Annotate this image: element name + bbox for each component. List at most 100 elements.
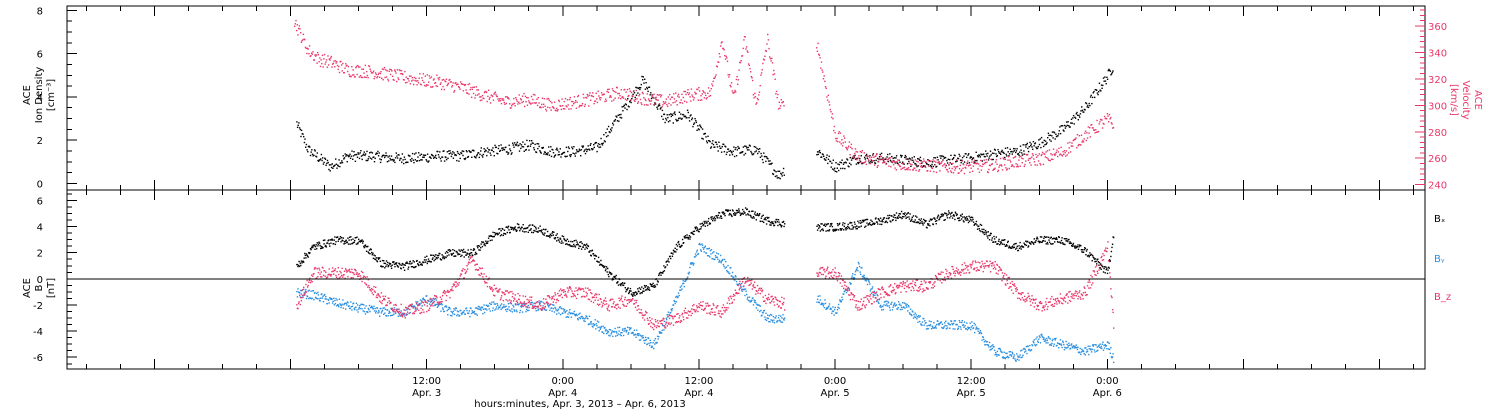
density-series-point xyxy=(921,163,922,164)
density-series-point xyxy=(963,156,964,157)
by-series-point xyxy=(820,299,821,300)
density-series-point xyxy=(548,146,549,147)
by-series-point xyxy=(306,298,307,299)
bz-series-point xyxy=(831,271,832,272)
density-series-point xyxy=(712,140,713,141)
density-series-point xyxy=(533,147,534,148)
velocity-series-point xyxy=(1058,151,1059,152)
bz-series-point xyxy=(883,289,884,290)
density-series-point xyxy=(352,159,353,160)
by-series-point xyxy=(495,303,496,304)
density-series-point xyxy=(378,155,379,156)
velocity-series-point xyxy=(723,48,724,49)
density-series-point xyxy=(569,148,570,149)
velocity-series-point xyxy=(1051,159,1052,160)
density-series-point xyxy=(330,170,331,171)
by-series-point xyxy=(440,311,441,312)
bz-series-point xyxy=(532,306,533,307)
velocity-series-point xyxy=(591,95,592,96)
by-series-point xyxy=(863,275,864,276)
by-series-point xyxy=(1017,359,1018,360)
density-series-point xyxy=(427,154,428,155)
density-series-point xyxy=(783,168,784,169)
bz-series-point xyxy=(632,298,633,299)
density-series-point xyxy=(301,130,302,131)
bz-series-point xyxy=(431,301,432,302)
velocity-series-point xyxy=(1068,152,1069,153)
by-series-point xyxy=(764,310,765,311)
velocity-series-point xyxy=(680,102,681,103)
bz-series-point xyxy=(567,287,568,288)
velocity-series-point xyxy=(747,50,748,51)
by-series-point xyxy=(916,318,917,319)
velocity-series-point xyxy=(819,57,820,58)
by-series-point xyxy=(565,311,566,312)
velocity-series-point xyxy=(369,66,370,67)
bz-series-point xyxy=(658,322,659,323)
by-series-point xyxy=(734,279,735,280)
density-series-point xyxy=(568,146,569,147)
by-series-point xyxy=(585,317,586,318)
by-series-point xyxy=(880,305,881,306)
by-series-point xyxy=(1022,355,1023,356)
bz-series-point xyxy=(301,300,302,301)
velocity-series-point xyxy=(711,88,712,89)
velocity-series-point xyxy=(382,79,383,80)
by-series-point xyxy=(1067,347,1068,348)
density-series-point xyxy=(919,160,920,161)
density-series-point xyxy=(438,156,439,157)
velocity-series-point xyxy=(838,133,839,134)
velocity-series-point xyxy=(898,164,899,165)
by-series-point xyxy=(513,306,514,307)
density-series-point xyxy=(537,148,538,149)
bz-series-point xyxy=(355,270,356,271)
density-series-point xyxy=(831,166,832,167)
bz-series-point xyxy=(981,261,982,262)
density-series-point xyxy=(900,155,901,156)
velocity-series-point xyxy=(753,94,754,95)
velocity-series-point xyxy=(755,96,756,97)
bz-series-point xyxy=(950,274,951,275)
by-series-point xyxy=(920,315,921,316)
by-series-point xyxy=(436,299,437,300)
density-series-point xyxy=(674,111,675,112)
by-series-point xyxy=(520,310,521,311)
bz-series-point xyxy=(303,287,304,288)
velocity-series-point xyxy=(389,69,390,70)
velocity-series-point xyxy=(514,103,515,104)
velocity-series-point xyxy=(692,96,693,97)
density-series-point xyxy=(1012,151,1013,152)
by-series-point xyxy=(454,309,455,310)
density-series-point xyxy=(632,94,633,95)
velocity-series-point xyxy=(687,89,688,90)
bz-series-point xyxy=(905,282,906,283)
bz-series-point xyxy=(960,275,961,276)
bz-series-point xyxy=(418,310,419,311)
density-series-point xyxy=(611,127,612,128)
density-series-point xyxy=(516,143,517,144)
bz-series-point xyxy=(882,286,883,287)
bz-series-point xyxy=(458,282,459,283)
by-series-point xyxy=(901,309,902,310)
by-series-point xyxy=(381,312,382,313)
bz-series-point xyxy=(647,318,648,319)
by-series-point xyxy=(519,312,520,313)
density-series-point xyxy=(709,141,710,142)
velocity-series-point xyxy=(1018,166,1019,167)
velocity-series-point xyxy=(1007,168,1008,169)
bz-series-point xyxy=(597,300,598,301)
by-series-point xyxy=(672,308,673,309)
bz-series-point xyxy=(515,303,516,304)
density-series-point xyxy=(571,147,572,148)
bz-series-point xyxy=(406,307,407,308)
bz-series-point xyxy=(618,298,619,299)
bz-series-point xyxy=(369,287,370,288)
bz-series-point xyxy=(533,307,534,308)
velocity-series-point xyxy=(538,102,539,103)
velocity-series-point xyxy=(747,52,748,53)
velocity-series-point xyxy=(951,172,952,173)
by-series-point xyxy=(977,331,978,332)
velocity-series-point xyxy=(1012,165,1013,166)
velocity-series-point xyxy=(927,170,928,171)
bz-series-point xyxy=(330,275,331,276)
